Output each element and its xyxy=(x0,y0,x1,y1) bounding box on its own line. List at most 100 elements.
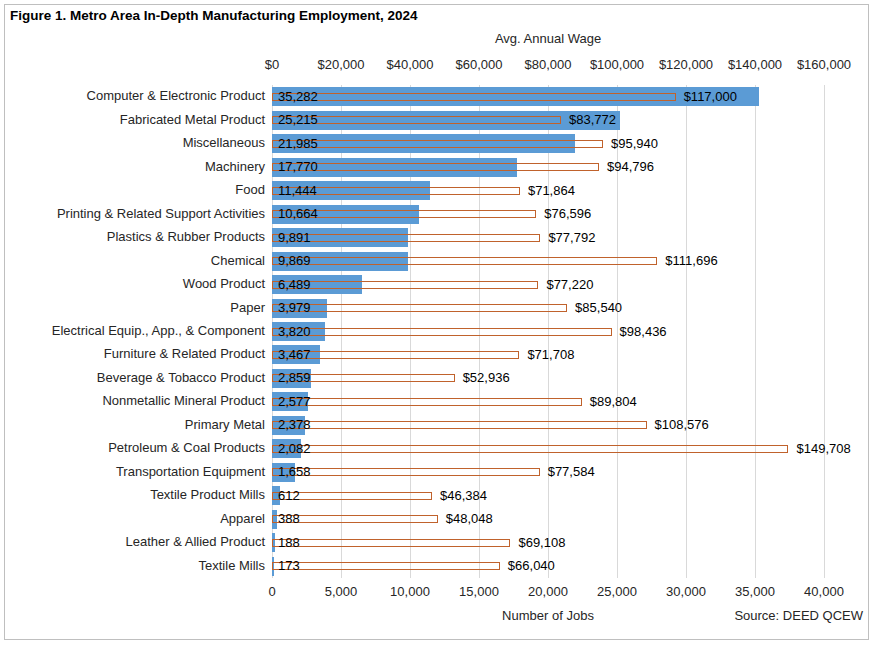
wage-range-bar xyxy=(272,562,500,570)
category-label: Transportation Equipment xyxy=(8,464,265,479)
bottom-axis-tick: 10,000 xyxy=(390,584,430,599)
wage-value-label: $48,048 xyxy=(446,511,493,526)
jobs-value-label: 3,820 xyxy=(278,324,311,339)
category-label: Textile Product Mills xyxy=(8,487,265,502)
jobs-value-label: 9,869 xyxy=(278,253,311,268)
gridline xyxy=(824,85,825,578)
wage-range-bar xyxy=(272,445,788,453)
category-label: Textile Mills xyxy=(8,558,265,573)
top-axis-tick: $80,000 xyxy=(525,57,572,72)
category-label: Electrical Equip., App., & Component xyxy=(8,323,265,338)
category-label: Paper xyxy=(8,300,265,315)
figure-canvas: Figure 1. Metro Area In-Depth Manufactur… xyxy=(0,0,875,645)
gridline xyxy=(686,85,687,578)
bottom-axis-tick: 0 xyxy=(268,584,275,599)
jobs-value-label: 388 xyxy=(278,511,300,526)
gridline xyxy=(755,85,756,578)
jobs-value-label: 2,859 xyxy=(278,370,311,385)
wage-value-label: $46,384 xyxy=(440,488,487,503)
jobs-value-label: 2,378 xyxy=(278,417,311,432)
category-label: Nonmetallic Mineral Product xyxy=(8,393,265,408)
category-label: Food xyxy=(8,182,265,197)
category-label: Machinery xyxy=(8,159,265,174)
wage-value-label: $117,000 xyxy=(684,89,737,104)
category-label: Furniture & Related Product xyxy=(8,346,265,361)
jobs-value-label: 173 xyxy=(278,558,300,573)
jobs-value-label: 188 xyxy=(278,535,300,550)
wage-value-label: $71,864 xyxy=(528,183,575,198)
wage-value-label: $89,804 xyxy=(590,394,637,409)
wage-value-label: $71,708 xyxy=(527,347,574,362)
jobs-value-label: 17,770 xyxy=(278,159,318,174)
wage-range-bar xyxy=(272,93,676,101)
category-label: Miscellaneous xyxy=(8,135,265,150)
bottom-axis-tick: 20,000 xyxy=(528,584,568,599)
wage-value-label: $94,796 xyxy=(607,159,654,174)
jobs-value-label: 1,658 xyxy=(278,464,311,479)
wage-value-label: $83,772 xyxy=(569,112,616,127)
wage-value-label: $95,940 xyxy=(611,136,658,151)
source-note: Source: DEED QCEW xyxy=(734,608,863,623)
wage-range-bar xyxy=(272,328,612,336)
wage-value-label: $111,696 xyxy=(665,253,717,268)
chart-title: Figure 1. Metro Area In-Depth Manufactur… xyxy=(10,8,418,23)
wage-value-label: $98,436 xyxy=(620,324,667,339)
bottom-axis-tick: 25,000 xyxy=(597,584,637,599)
bottom-axis-tick: 35,000 xyxy=(735,584,775,599)
jobs-value-label: 3,467 xyxy=(278,347,311,362)
wage-range-bar xyxy=(272,398,582,406)
wage-range-bar xyxy=(272,468,540,476)
wage-range-bar xyxy=(272,234,540,242)
category-label: Computer & Electronic Product xyxy=(8,88,265,103)
wage-value-label: $52,936 xyxy=(463,370,510,385)
top-axis-tick: $100,000 xyxy=(590,57,644,72)
wage-range-bar xyxy=(272,281,538,289)
wage-value-label: $77,584 xyxy=(548,464,595,479)
category-label: Fabricated Metal Product xyxy=(8,112,265,127)
top-axis-tick: $120,000 xyxy=(659,57,713,72)
category-label: Plastics & Rubber Products xyxy=(8,229,265,244)
wage-range-bar xyxy=(272,163,599,171)
top-axis-tick: $160,000 xyxy=(797,57,851,72)
wage-value-label: $77,220 xyxy=(546,277,593,292)
wage-value-label: $66,040 xyxy=(508,558,555,573)
top-axis-tick: $0 xyxy=(265,57,279,72)
wage-value-label: $85,540 xyxy=(575,300,622,315)
wage-value-label: $108,576 xyxy=(655,417,709,432)
jobs-value-label: 35,282 xyxy=(278,89,318,104)
wage-range-bar xyxy=(272,304,567,312)
jobs-value-label: 612 xyxy=(278,488,300,503)
bottom-axis-tick: 15,000 xyxy=(459,584,499,599)
wage-range-bar xyxy=(272,257,657,265)
category-label: Apparel xyxy=(8,511,265,526)
jobs-value-label: 2,082 xyxy=(278,441,311,456)
wage-range-bar xyxy=(272,421,647,429)
bottom-axis-tick: 40,000 xyxy=(804,584,844,599)
wage-value-label: $149,708 xyxy=(796,441,850,456)
wage-range-bar xyxy=(272,539,510,547)
jobs-value-label: 3,979 xyxy=(278,300,311,315)
category-label: Leather & Allied Product xyxy=(8,534,265,549)
jobs-value-label: 6,489 xyxy=(278,277,311,292)
bottom-axis-tick: 30,000 xyxy=(666,584,706,599)
category-label: Beverage & Tobacco Product xyxy=(8,370,265,385)
category-label: Primary Metal xyxy=(8,417,265,432)
jobs-value-label: 21,985 xyxy=(278,136,318,151)
top-axis-tick: $40,000 xyxy=(387,57,434,72)
wage-range-bar xyxy=(272,140,603,148)
wage-value-label: $76,596 xyxy=(544,206,591,221)
top-axis-tick: $60,000 xyxy=(456,57,503,72)
jobs-value-label: 25,215 xyxy=(278,112,318,127)
top-axis-tick: $20,000 xyxy=(318,57,365,72)
wage-value-label: $77,792 xyxy=(548,230,595,245)
top-axis-tick: $140,000 xyxy=(728,57,782,72)
jobs-value-label: 10,664 xyxy=(278,206,318,221)
jobs-value-label: 2,577 xyxy=(278,394,311,409)
bottom-axis-tick: 5,000 xyxy=(325,584,358,599)
bottom-axis-title: Number of Jobs xyxy=(502,608,594,623)
category-label: Wood Product xyxy=(8,276,265,291)
jobs-value-label: 9,891 xyxy=(278,230,311,245)
category-label: Chemical xyxy=(8,253,265,268)
category-label: Printing & Related Support Activities xyxy=(8,206,265,221)
jobs-value-label: 11,444 xyxy=(278,183,317,198)
